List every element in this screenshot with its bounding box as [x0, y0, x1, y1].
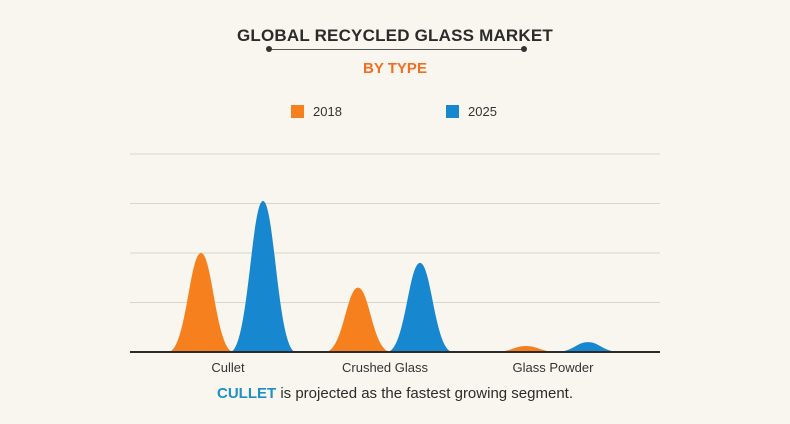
- peak-2018-cullet: [168, 253, 234, 352]
- peak-2025-crushed-glass: [387, 262, 453, 352]
- peak-2018-crushed-glass: [325, 287, 391, 352]
- x-tick-label: Crushed Glass: [342, 360, 428, 375]
- footer-text: is projected as the fastest growing segm…: [276, 385, 573, 402]
- peak-2018-glass-powder: [493, 346, 559, 352]
- legend-label-2025: 2025: [468, 104, 497, 119]
- legend-item-2025: 2025: [446, 104, 497, 119]
- peak-2025-glass-powder: [555, 342, 621, 352]
- peak-2025-cullet: [230, 201, 296, 352]
- legend-item-2018: 2018: [291, 104, 342, 119]
- footer-note: CULLET is projected as the fastest growi…: [0, 385, 790, 402]
- x-tick-label: Cullet: [211, 360, 245, 375]
- chart-title: GLOBAL RECYCLED GLASS MARKET: [236, 26, 554, 45]
- title-divider-dot-right: [521, 46, 527, 52]
- chart-subtitle: BY TYPE: [363, 60, 427, 77]
- legend-label-2018: 2018: [313, 104, 342, 119]
- legend-swatch-2018: [291, 105, 304, 118]
- legend-swatch-2025: [446, 105, 459, 118]
- title-divider: [269, 49, 525, 50]
- x-tick-label: Glass Powder: [513, 360, 595, 375]
- title-divider-dot-left: [266, 46, 272, 52]
- footer-highlight: CULLET: [217, 385, 277, 402]
